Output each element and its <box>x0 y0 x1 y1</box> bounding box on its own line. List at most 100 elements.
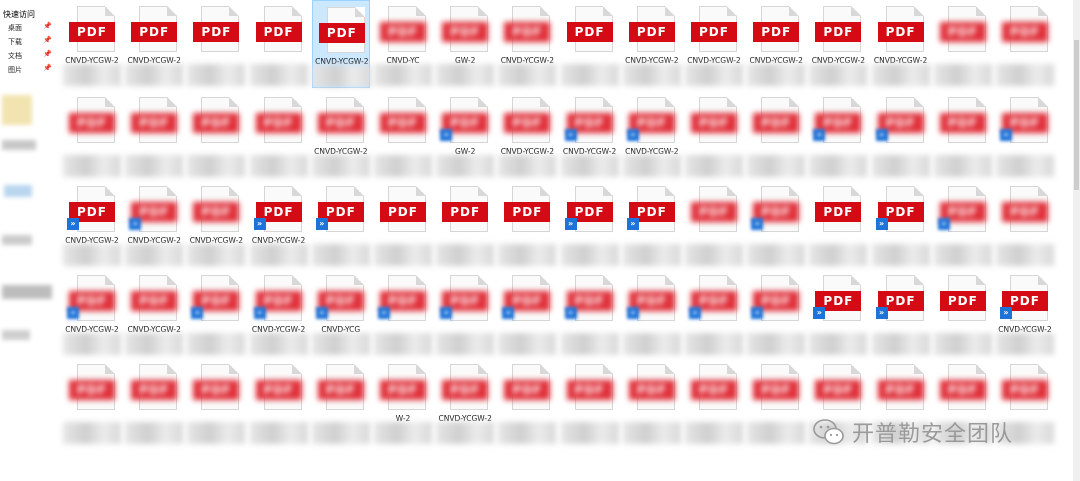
quick-access-item-desktop[interactable]: 桌面 📌 <box>0 22 56 34</box>
file-item[interactable]: PDF <box>685 91 743 179</box>
file-item[interactable]: PDF <box>187 358 246 446</box>
file-item[interactable]: PDF W-2 <box>374 358 432 446</box>
file-item[interactable]: PDF <box>125 358 184 446</box>
file-item[interactable]: PDF <box>63 91 121 179</box>
file-item[interactable]: PDF <box>996 0 1054 88</box>
file-item[interactable]: PDF <box>747 91 806 179</box>
file-item[interactable]: PDF» <box>809 269 868 357</box>
file-item[interactable]: PDF CNVD-YCGW-2 <box>871 0 930 88</box>
file-item[interactable]: PDF CNVD-YCGW-2 <box>311 0 371 88</box>
file-item[interactable]: PDF <box>436 180 495 268</box>
file-item[interactable]: PDF» <box>747 180 806 268</box>
file-item[interactable]: PDF GW-2 <box>436 0 495 88</box>
file-item[interactable]: PDF» <box>622 269 681 357</box>
scrollbar-thumb[interactable] <box>1074 40 1079 190</box>
file-item[interactable]: PDF» <box>996 91 1054 179</box>
file-item[interactable]: PDF CNVD-YCGW-2 <box>187 180 246 268</box>
file-item[interactable]: PDF» CNVD-YCG <box>311 269 370 357</box>
file-item[interactable]: PDF» <box>498 269 557 357</box>
file-item[interactable]: PDF» CNVD-YCGW-2 <box>622 91 681 179</box>
file-item[interactable]: PDF <box>933 91 992 179</box>
file-item[interactable]: PDF <box>809 180 868 268</box>
file-item[interactable]: PDF» <box>933 180 992 268</box>
file-item[interactable]: PDF» <box>436 269 495 357</box>
blurred-nav-item[interactable] <box>2 285 52 299</box>
pdf-label: PDF <box>566 380 613 400</box>
file-item[interactable]: PDF CNVD-YCGW-2 <box>125 0 184 88</box>
file-item[interactable]: PDF <box>996 180 1054 268</box>
file-item[interactable]: PDF» <box>747 269 806 357</box>
file-item[interactable]: PDF» CNVD-YCGW-2 <box>249 269 308 357</box>
file-item[interactable]: PDF <box>685 358 743 446</box>
pdf-label: PDF <box>69 22 115 42</box>
quick-access-item-documents[interactable]: 文档 📌 <box>0 50 56 62</box>
file-item[interactable]: PDF CNVD-YCGW-2 <box>436 358 495 446</box>
file-item[interactable]: PDF» <box>560 269 619 357</box>
file-item[interactable]: PDF <box>933 358 992 446</box>
file-item[interactable]: PDF CNVD-YCGW-2 <box>498 0 557 88</box>
vertical-scrollbar[interactable] <box>1073 0 1080 481</box>
file-item[interactable]: PDF <box>311 358 370 446</box>
file-item[interactable]: PDF <box>374 91 432 179</box>
blurred-folder[interactable] <box>2 95 32 125</box>
shortcut-arrow-icon: » <box>315 307 328 319</box>
file-item[interactable]: PDF <box>933 269 992 357</box>
file-item[interactable]: PDF <box>498 180 557 268</box>
file-item[interactable]: PDF <box>996 358 1054 446</box>
file-item[interactable]: PDF <box>63 358 121 446</box>
file-item[interactable]: PDF» CNVD-YCGW-2 <box>249 180 308 268</box>
file-item[interactable]: PDF» CNVD-YCGW-2 <box>63 269 121 357</box>
file-item[interactable]: PDF CNVD-YCGW-2 <box>125 269 184 357</box>
file-item[interactable]: PDF <box>187 0 246 88</box>
file-item[interactable]: PDF <box>187 91 246 179</box>
file-item[interactable]: PDF CNVD-YC <box>374 0 432 88</box>
file-item[interactable]: PDF CNVD-YCGW-2 <box>747 0 806 88</box>
file-item[interactable]: PDF <box>933 0 992 88</box>
file-item[interactable]: PDF CNVD-YCGW-2 <box>498 91 557 179</box>
file-item[interactable]: PDF <box>809 358 868 446</box>
file-item[interactable]: PDF <box>125 91 184 179</box>
pin-icon: 📌 <box>43 22 52 30</box>
file-item[interactable]: PDF» <box>622 180 681 268</box>
quick-access-item-pictures[interactable]: 图片 📌 <box>0 64 56 76</box>
file-item[interactable]: PDF <box>498 358 557 446</box>
file-item[interactable]: PDF <box>249 358 308 446</box>
file-item[interactable]: PDF <box>249 0 308 88</box>
redacted-filename <box>311 333 370 355</box>
file-item[interactable]: PDF» <box>685 269 743 357</box>
file-item[interactable]: PDF <box>622 358 681 446</box>
file-item[interactable]: PDF» <box>311 180 370 268</box>
blurred-nav-item[interactable] <box>2 235 32 245</box>
file-item[interactable]: PDF» CNVD-YCGW-2 <box>996 269 1054 357</box>
redacted-filename <box>187 64 246 86</box>
quick-access-title[interactable]: 快速访问 <box>3 10 35 19</box>
file-item[interactable]: PDF CNVD-YCGW-2 <box>622 0 681 88</box>
file-item[interactable]: PDF» <box>871 91 930 179</box>
file-item[interactable]: PDF <box>747 358 806 446</box>
file-item[interactable]: PDF» <box>809 91 868 179</box>
file-item[interactable]: PDF <box>560 358 619 446</box>
file-item[interactable]: PDF CNVD-YCGW-2 <box>311 91 370 179</box>
file-item[interactable]: PDF <box>374 180 432 268</box>
file-item[interactable]: PDF» GW-2 <box>436 91 495 179</box>
file-item[interactable]: PDF» CNVD-YCGW-2 <box>125 180 184 268</box>
file-item[interactable]: PDF» CNVD-YCGW-2 <box>560 91 619 179</box>
file-item[interactable]: PDF CNVD-YCGW-2 <box>63 0 121 88</box>
blurred-nav-item[interactable] <box>2 330 30 340</box>
file-item[interactable]: PDF» <box>871 269 930 357</box>
quick-access-item-downloads[interactable]: 下载 📌 <box>0 36 56 48</box>
file-item[interactable]: PDF» <box>187 269 246 357</box>
blurred-nav-item[interactable] <box>4 185 32 197</box>
file-item[interactable]: PDF» <box>374 269 432 357</box>
file-item[interactable]: PDF <box>871 358 930 446</box>
file-item[interactable]: PDF CNVD-YCGW-2 <box>809 0 868 88</box>
file-item[interactable]: PDF <box>685 180 743 268</box>
file-item[interactable]: PDF» <box>560 180 619 268</box>
file-item[interactable]: PDF» CNVD-YCGW-2 <box>63 180 121 268</box>
file-item[interactable]: PDF <box>560 0 619 88</box>
file-item[interactable]: PDF <box>249 91 308 179</box>
pdf-label: PDF <box>131 22 178 42</box>
file-item[interactable]: PDF CNVD-YCGW-2 <box>685 0 743 88</box>
blurred-nav-item[interactable] <box>2 140 36 150</box>
file-item[interactable]: PDF» <box>871 180 930 268</box>
